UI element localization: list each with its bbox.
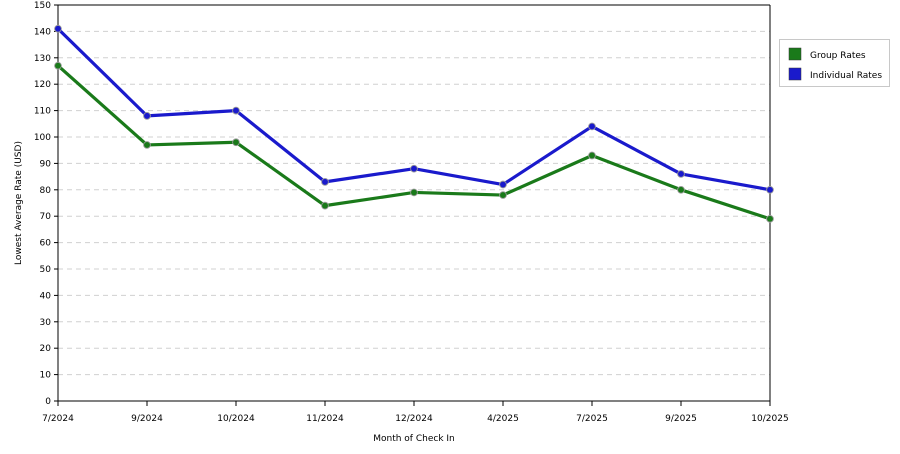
legend-label: Individual Rates bbox=[810, 71, 882, 81]
series-group-rates bbox=[54, 61, 774, 223]
x-tick-label: 10/2024 bbox=[217, 414, 255, 424]
y-axis-title: Lowest Average Rate (USD) bbox=[14, 141, 24, 265]
y-tick-label: 60 bbox=[40, 239, 52, 249]
y-tick-label: 120 bbox=[34, 80, 51, 90]
data-point bbox=[232, 138, 240, 147]
data-point bbox=[588, 122, 596, 131]
data-point bbox=[677, 170, 685, 178]
data-point bbox=[321, 178, 329, 186]
x-tick-label: 9/2025 bbox=[665, 414, 697, 424]
legend-item: Individual Rates bbox=[788, 67, 882, 81]
data-point bbox=[232, 106, 240, 115]
y-tick-label: 70 bbox=[40, 212, 52, 222]
data-point bbox=[410, 164, 418, 173]
data-point bbox=[588, 151, 596, 160]
series-layer bbox=[54, 24, 774, 223]
data-point bbox=[143, 141, 151, 149]
series-individual-rates bbox=[54, 24, 774, 194]
data-point bbox=[766, 185, 774, 194]
y-tick-label: 0 bbox=[45, 397, 51, 407]
x-tick-label: 10/2025 bbox=[751, 414, 788, 424]
grid-layer bbox=[58, 30, 770, 376]
legend-swatch bbox=[788, 47, 802, 61]
data-point bbox=[321, 201, 329, 210]
data-point bbox=[54, 61, 62, 70]
y-tick-label: 130 bbox=[34, 54, 51, 64]
legend: Group Rates Individual Rates bbox=[779, 39, 890, 87]
legend-item: Group Rates bbox=[788, 47, 866, 61]
y-tick-label: 110 bbox=[34, 107, 51, 117]
y-tick-label: 30 bbox=[40, 318, 52, 328]
data-point bbox=[499, 191, 507, 199]
axes-layer: 0 10 20 30 40 50 60 70 80 90 100 110 120 130 140 150 7/2… bbox=[34, 1, 789, 424]
y-tick-label: 10 bbox=[40, 371, 52, 381]
y-tick-label: 100 bbox=[34, 133, 51, 143]
y-tick-label: 40 bbox=[40, 291, 52, 301]
data-point bbox=[143, 112, 151, 120]
x-axis-title: Month of Check In bbox=[373, 434, 455, 444]
x-tick-label: 11/2024 bbox=[306, 414, 344, 424]
y-tick-label: 50 bbox=[40, 265, 52, 275]
x-tick-label: 9/2024 bbox=[131, 414, 163, 424]
x-tick-label: 4/2025 bbox=[487, 414, 519, 424]
x-tick-label: 12/2024 bbox=[395, 414, 433, 424]
x-tick-label: 7/2024 bbox=[42, 414, 74, 424]
x-tick-label: 7/2025 bbox=[576, 414, 608, 424]
y-tick-label: 20 bbox=[40, 344, 52, 354]
y-tick-label: 90 bbox=[40, 159, 52, 169]
data-point bbox=[766, 214, 774, 223]
legend-swatch bbox=[788, 67, 802, 81]
data-point bbox=[54, 24, 62, 33]
y-tick-label: 140 bbox=[34, 27, 51, 37]
y-tick-label: 150 bbox=[34, 1, 51, 11]
legend-label: Group Rates bbox=[810, 51, 866, 61]
data-point bbox=[499, 180, 507, 189]
data-point bbox=[410, 188, 418, 197]
data-point bbox=[677, 185, 685, 194]
y-tick-label: 80 bbox=[40, 186, 52, 196]
